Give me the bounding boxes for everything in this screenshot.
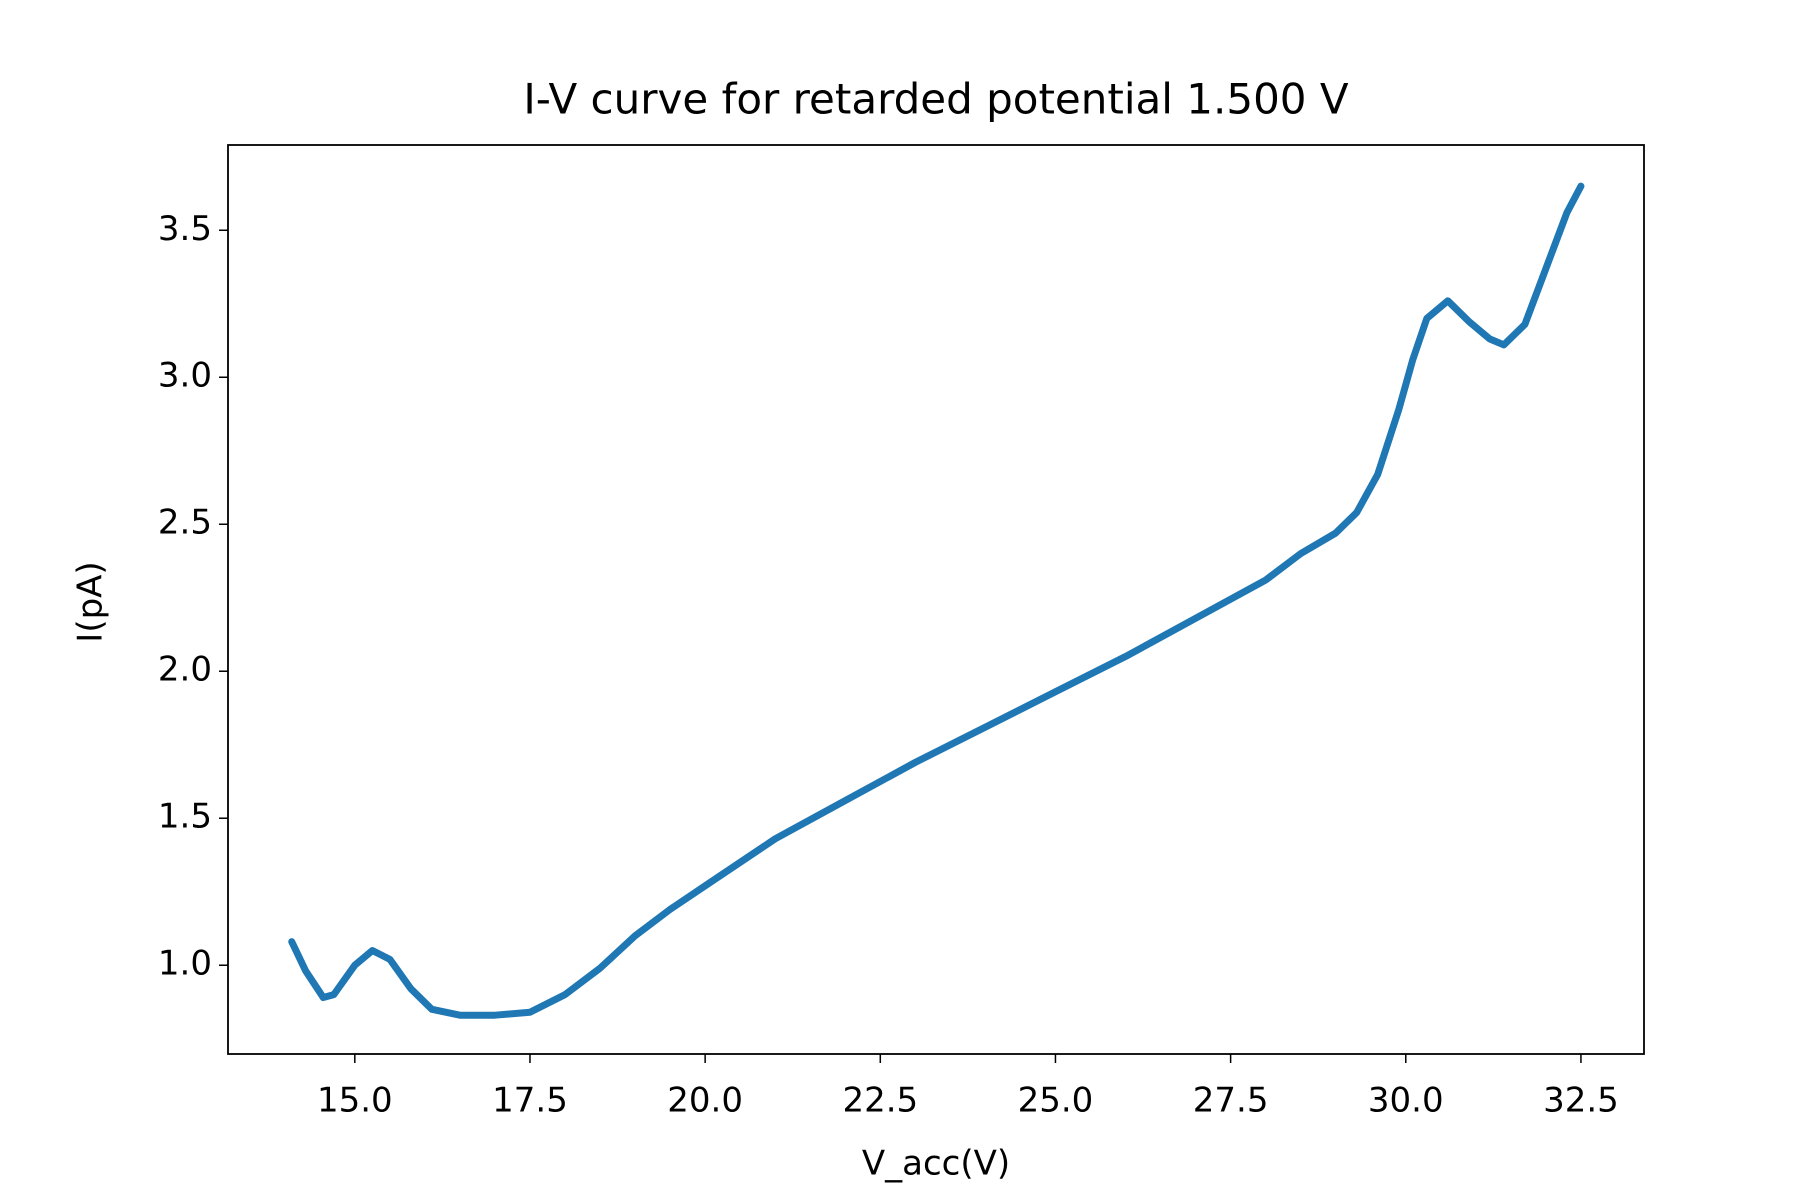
y-tick-label: 3.0	[158, 356, 212, 396]
x-tick-label: 25.0	[1018, 1081, 1094, 1121]
chart-title: I-V curve for retarded potential 1.500 V	[523, 75, 1348, 124]
x-tick-label: 32.5	[1543, 1081, 1619, 1121]
x-tick-label: 15.0	[317, 1081, 393, 1121]
x-axis-label: V_acc(V)	[862, 1144, 1010, 1184]
y-tick-label: 2.0	[158, 650, 212, 690]
x-tick-label: 17.5	[492, 1081, 568, 1121]
x-tick-label: 30.0	[1368, 1081, 1444, 1121]
plot-frame	[227, 144, 1645, 1055]
y-tick-label: 3.5	[158, 209, 212, 249]
x-tick-label: 20.0	[667, 1081, 743, 1121]
y-tick-label: 1.0	[158, 944, 212, 984]
y-tick-label: 2.5	[158, 503, 212, 543]
y-axis-label: I(pA)	[71, 561, 111, 642]
y-tick-label: 1.5	[158, 797, 212, 837]
data-line	[288, 182, 1585, 1019]
x-tick-label: 27.5	[1193, 1081, 1269, 1121]
x-tick-label: 22.5	[842, 1081, 918, 1121]
